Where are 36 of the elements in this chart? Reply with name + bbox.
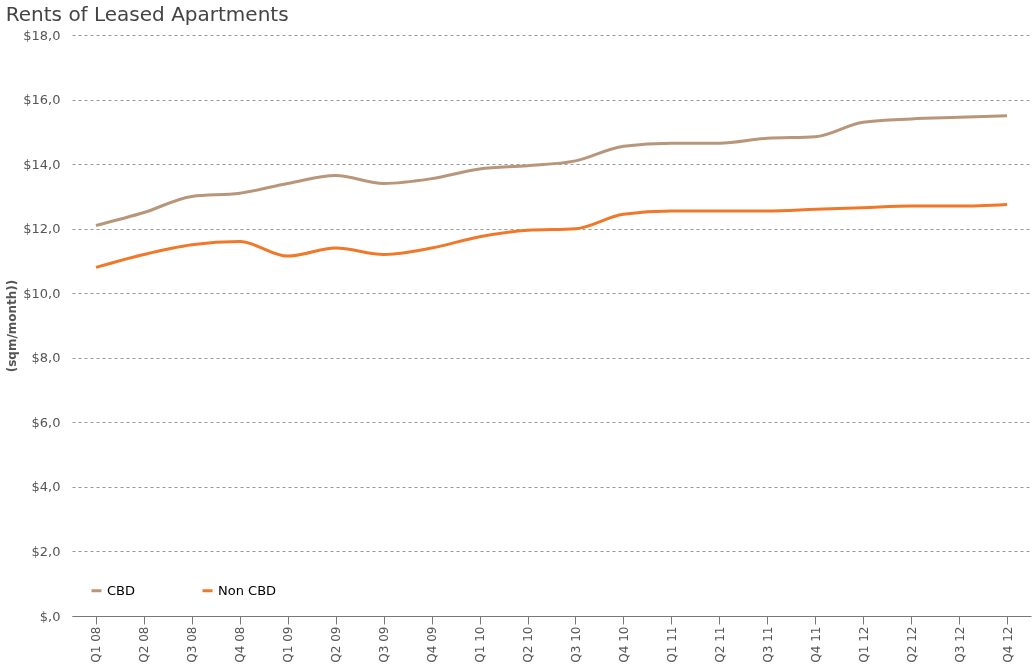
y-tick-label: $2,0: [31, 543, 61, 559]
x-tick-label: Q3 09: [377, 626, 392, 663]
x-tick-label: Q4 12: [1000, 626, 1015, 663]
x-tick-label: Q2 08: [137, 626, 152, 663]
x-tick-label: Q2 09: [329, 626, 344, 663]
y-tick-label: $16,0: [23, 92, 61, 108]
x-tick-label: Q2 10: [521, 626, 536, 663]
line-series: [94, 114, 1009, 227]
x-tick-label: Q2 12: [904, 626, 919, 663]
x-tick-label: Q1 12: [856, 626, 871, 663]
y-tick-label: $10,0: [23, 285, 61, 301]
y-tick-label: $,0: [39, 608, 61, 624]
legend-label: CBD: [107, 582, 136, 598]
chart-title: Rents of Leased Apartments: [5, 2, 289, 26]
x-tick-label: Q4 10: [616, 626, 631, 663]
x-tick-label: Q3 11: [760, 626, 775, 663]
x-tick-label: Q4 11: [808, 626, 823, 663]
x-tick-label: Q4 09: [425, 626, 440, 663]
x-tick-label: Q1 09: [281, 626, 296, 663]
x-tick-label: Q3 12: [952, 626, 967, 663]
y-tick-label: $8,0: [31, 350, 61, 366]
y-tick-label: $14,0: [23, 156, 61, 172]
y-tick-label: $12,0: [23, 221, 61, 237]
x-tick-label: Q3 08: [185, 626, 200, 663]
y-tick-label: $18,0: [23, 27, 61, 43]
y-axis-title: (sqm/month)): [5, 279, 20, 373]
y-tick-label: $6,0: [31, 414, 61, 430]
x-tick-label: Q3 10: [568, 626, 583, 663]
x-tick-label: Q1 10: [473, 626, 488, 663]
x-tick-label: Q4 08: [233, 626, 248, 663]
x-tick-label: Q1 08: [89, 626, 104, 663]
legend-label: Non CBD: [218, 582, 277, 598]
y-tick-label: $4,0: [31, 479, 61, 495]
line-series: [94, 202, 1009, 269]
x-tick-label: Q1 11: [664, 626, 679, 663]
x-tick-label: Q2 11: [712, 626, 727, 663]
